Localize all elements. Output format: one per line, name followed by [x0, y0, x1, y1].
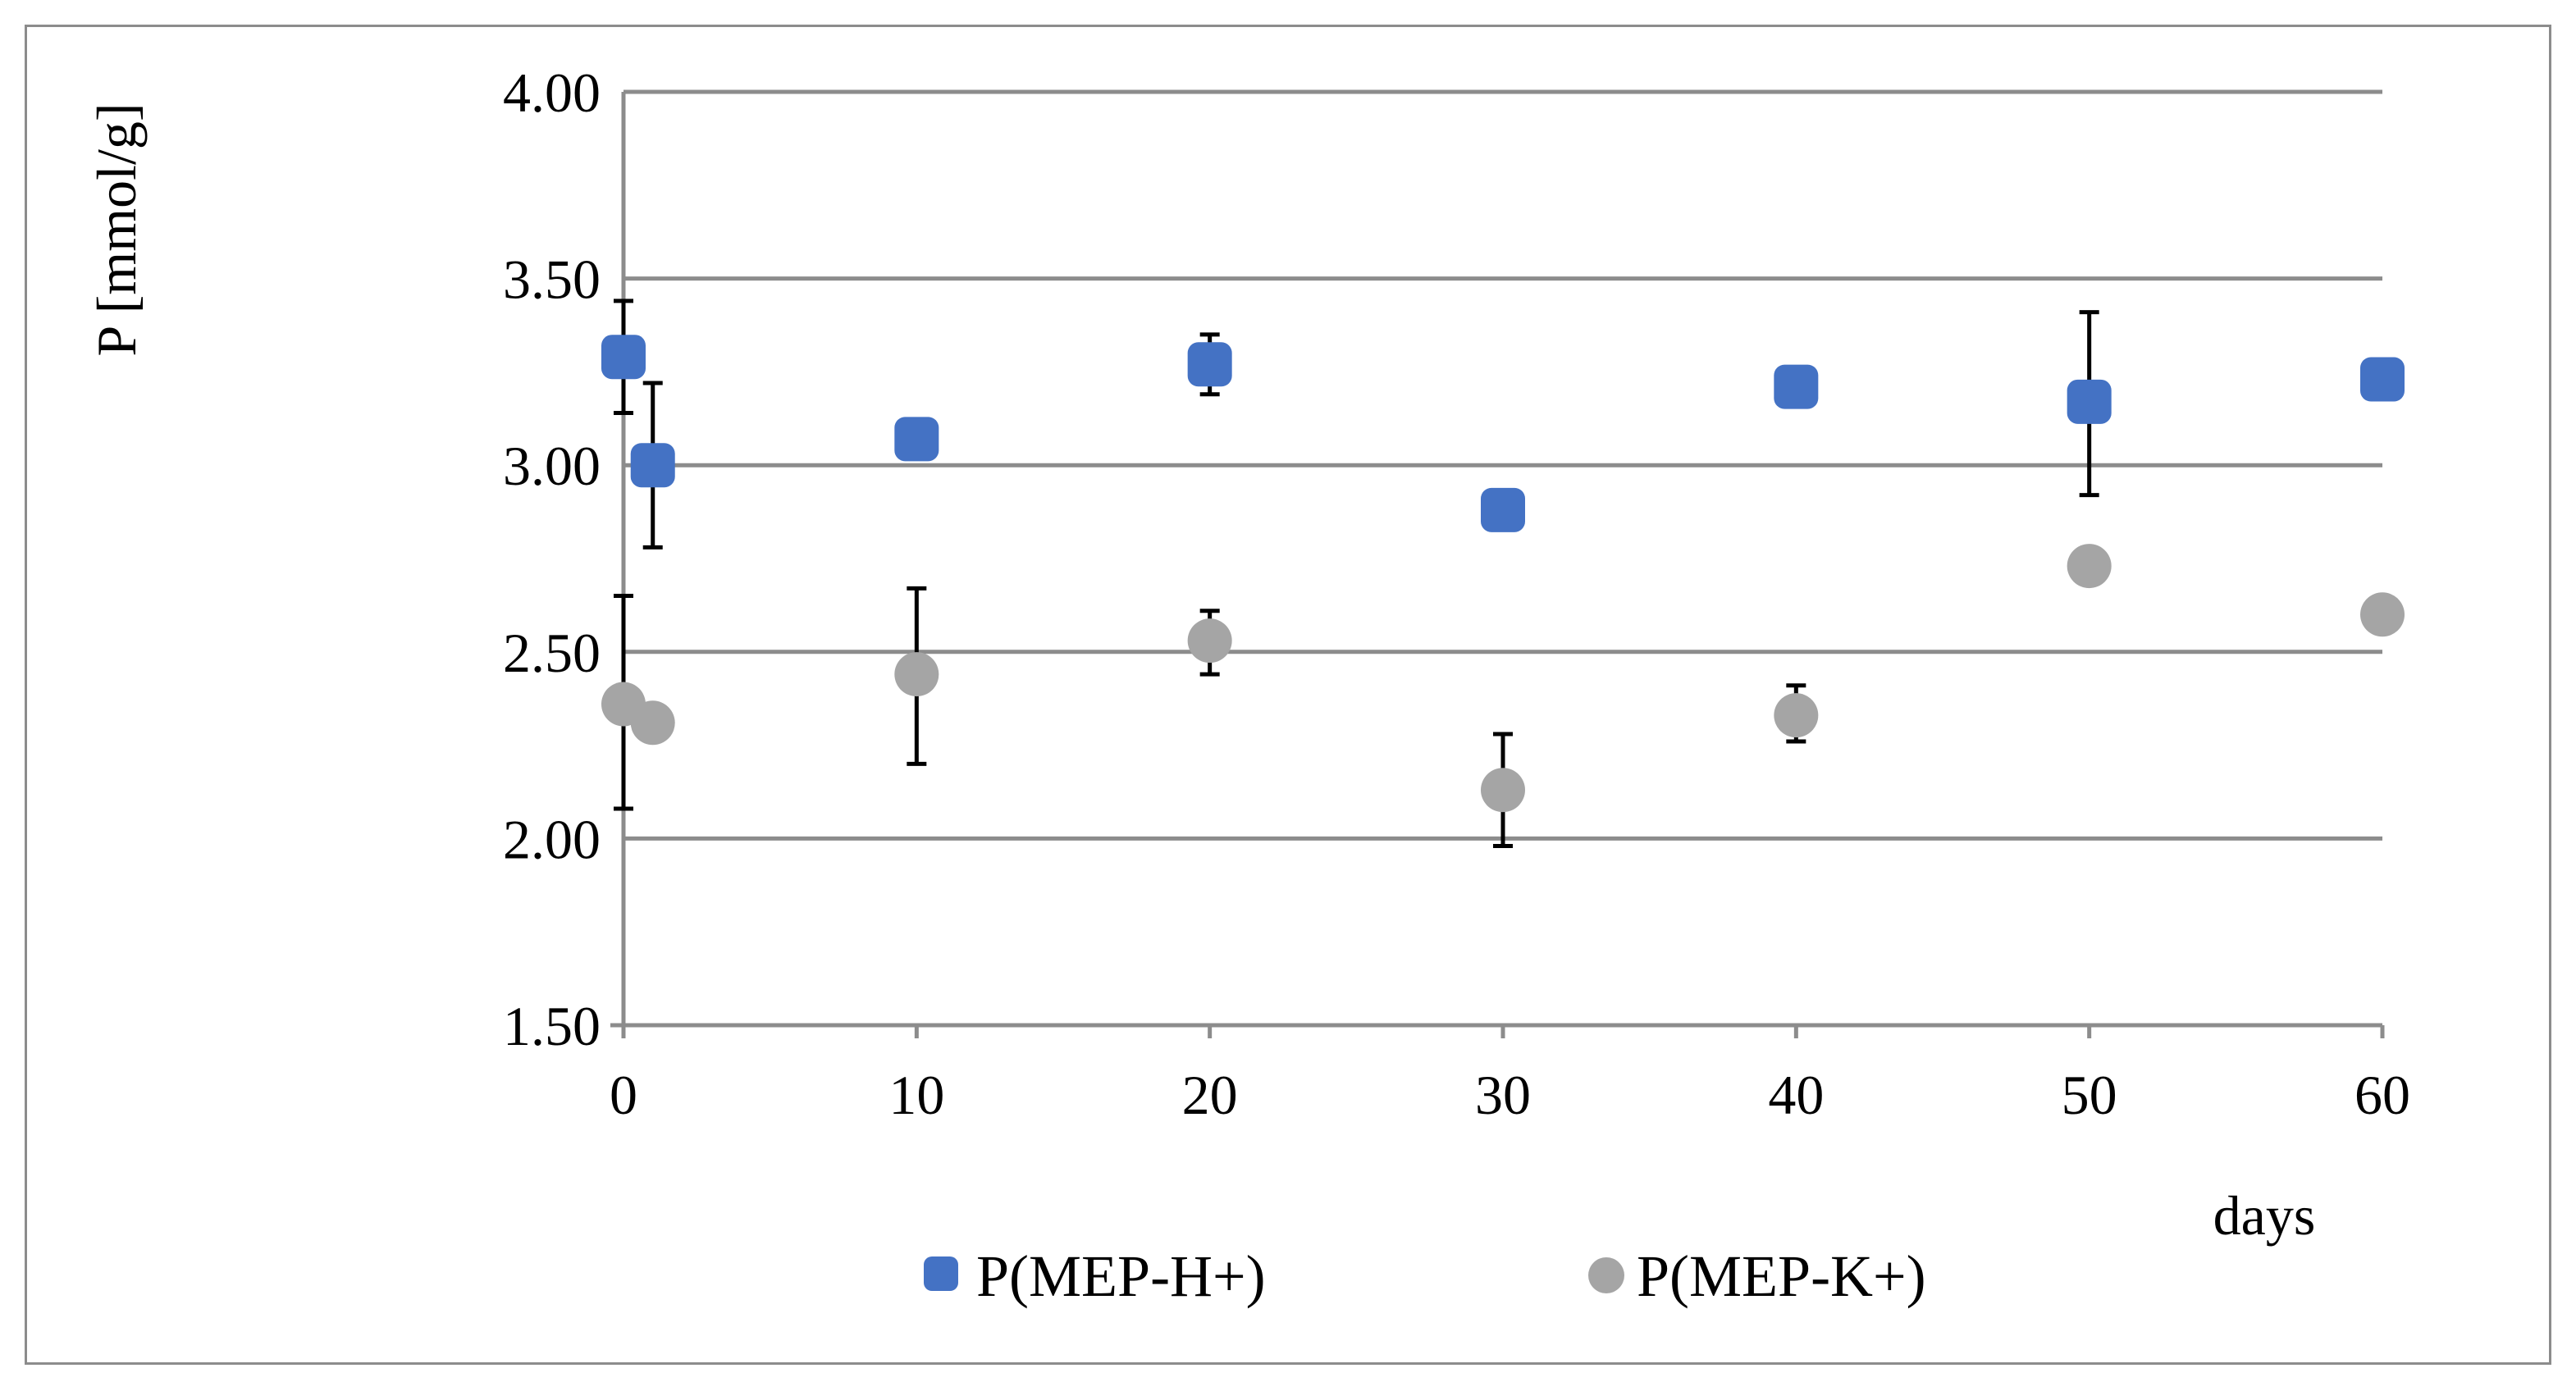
error-bars [614, 299, 2392, 849]
x-axis-title: days [2213, 1184, 2316, 1247]
x-tick-label-30: 30 [1475, 1064, 1531, 1126]
x-tick-label-40: 40 [1768, 1064, 1824, 1126]
legend: P(MEP-H+) P(MEP-K+) [924, 1243, 1926, 1309]
y-tick-label-3.50: 3.50 [503, 249, 601, 311]
point-p-mep-k--20 [1187, 618, 1232, 664]
x-tick-label-10: 10 [888, 1064, 944, 1126]
y-axis-title: P [mmol/g] [85, 103, 148, 356]
legend-marker-mep-k [1588, 1257, 1624, 1293]
point-p-mep-h--30 [1481, 487, 1525, 532]
point-p-mep-k--1 [630, 700, 675, 746]
point-p-mep-k--60 [2360, 592, 2405, 637]
y-tick-label-4.00: 4.00 [503, 62, 601, 124]
point-p-mep-k--10 [894, 652, 939, 697]
point-p-mep-k--30 [1481, 768, 1525, 813]
point-p-mep-h--10 [894, 417, 939, 462]
tick-labels: 1.50 2.00 2.50 3.00 3.50 4.00 0 10 20 30 40 50 60 [503, 62, 2410, 1126]
point-p-mep-h--1 [630, 443, 675, 488]
axes [610, 92, 2385, 1038]
point-p-mep-h--50 [2067, 379, 2112, 424]
legend-marker-mep-h [924, 1256, 958, 1291]
point-p-mep-h--40 [1774, 364, 1819, 409]
data-points [601, 335, 2405, 813]
point-p-mep-k--50 [2067, 544, 2112, 589]
point-p-mep-k--40 [1774, 693, 1819, 738]
point-p-mep-h--60 [2360, 357, 2405, 402]
y-tick-label-3.00: 3.00 [503, 435, 601, 497]
x-tick-label-60: 60 [2354, 1064, 2410, 1126]
legend-label-mep-h: P(MEP-H+) [976, 1243, 1266, 1309]
point-p-mep-h--0 [601, 335, 646, 380]
y-tick-label-2.50: 2.50 [503, 622, 601, 684]
x-tick-label-20: 20 [1182, 1064, 1238, 1126]
y-tick-label-1.50: 1.50 [503, 995, 601, 1057]
legend-label-mep-k: P(MEP-K+) [1637, 1243, 1926, 1309]
x-tick-label-0: 0 [610, 1064, 637, 1126]
x-tick-label-50: 50 [2062, 1064, 2117, 1126]
gridlines [623, 89, 2382, 841]
point-p-mep-h--20 [1187, 342, 1232, 387]
y-tick-label-2.00: 2.00 [503, 808, 601, 870]
chart-frame [25, 25, 2551, 1365]
